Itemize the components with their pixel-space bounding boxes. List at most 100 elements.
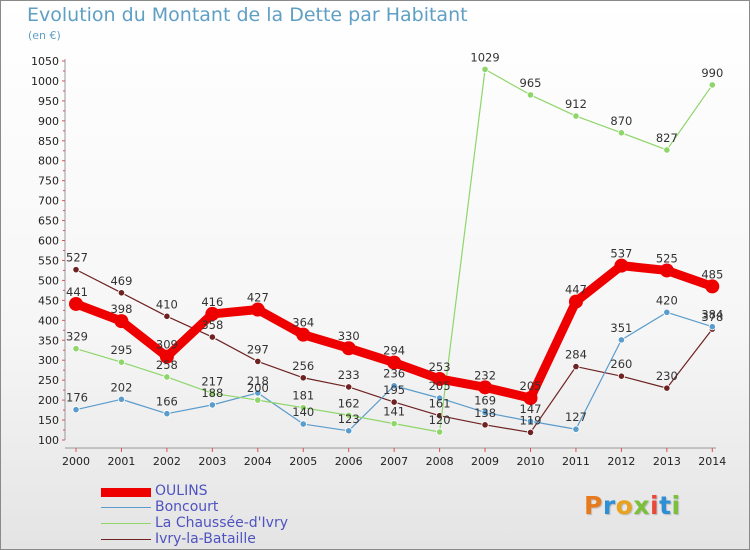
data-label-boncourt: 188 [201, 386, 223, 400]
data-label-la-chauss-e-d-ivry: 120 [429, 413, 451, 427]
data-label-la-chauss-e-d-ivry: 870 [610, 114, 632, 128]
data-label-ivry-la-bataille: 230 [656, 369, 678, 383]
data-label-la-chauss-e-d-ivry: 200 [247, 381, 269, 395]
point-oulins [205, 306, 220, 321]
point-oulins [568, 294, 583, 309]
x-tick-label: 2003 [198, 455, 226, 468]
data-label-boncourt: 140 [292, 405, 314, 419]
data-label-boncourt: 202 [110, 380, 132, 394]
data-label-boncourt: 218 [247, 374, 269, 388]
data-label-oulins: 398 [110, 302, 132, 316]
y-tick-label: 1000 [31, 75, 59, 88]
point-ivry-la-bataille [663, 384, 671, 392]
y-tick-label: 100 [38, 434, 59, 447]
legend-label-la-chaussee: La Chaussée-d'Ivry [155, 515, 288, 531]
y-tick-label: 550 [38, 254, 59, 267]
data-label-la-chauss-e-d-ivry: 162 [338, 396, 360, 410]
logo-letter: i [650, 491, 660, 520]
point-la-chauss-e-d-ivry [708, 81, 716, 89]
point-ivry-la-bataille [617, 372, 626, 380]
point-la-chauss-e-d-ivry [572, 112, 580, 120]
legend-swatch-la-chaussee [101, 523, 151, 524]
point-boncourt [163, 410, 171, 418]
data-label-boncourt: 236 [383, 367, 405, 381]
point-la-chauss-e-d-ivry [390, 420, 398, 428]
point-la-chauss-e-d-ivry [117, 358, 126, 366]
data-label-boncourt: 351 [610, 321, 632, 335]
legend-swatch-oulins [101, 488, 151, 497]
logo-letter: o [615, 491, 634, 520]
x-tick-label: 2014 [698, 455, 726, 468]
point-boncourt [117, 395, 126, 403]
x-tick-label: 2009 [471, 455, 499, 468]
point-la-chauss-e-d-ivry [299, 404, 307, 412]
data-label-oulins: 253 [429, 360, 451, 374]
point-ivry-la-bataille [390, 398, 398, 406]
data-label-la-chauss-e-d-ivry: 1029 [470, 50, 499, 64]
data-label-ivry-la-bataille: 260 [610, 357, 632, 371]
y-tick-label: 850 [38, 135, 59, 148]
data-label-la-chauss-e-d-ivry: 965 [520, 76, 542, 90]
point-boncourt [72, 406, 80, 414]
data-label-oulins: 364 [292, 316, 314, 330]
y-tick-label: 600 [38, 235, 59, 248]
point-ivry-la-bataille [526, 428, 535, 437]
y-tick-label: 450 [38, 294, 59, 307]
point-ivry-la-bataille [208, 333, 216, 341]
point-ivry-la-bataille [254, 357, 262, 366]
point-ivry-la-bataille [163, 312, 171, 320]
data-label-la-chauss-e-d-ivry: 295 [110, 343, 132, 357]
data-label-la-chauss-e-d-ivry: 141 [383, 405, 405, 419]
point-oulins [659, 263, 674, 278]
legend-swatch-ivry [101, 539, 151, 540]
y-tick-label: 1050 [31, 55, 59, 68]
data-label-ivry-la-bataille: 469 [110, 274, 132, 288]
y-tick-label: 750 [38, 175, 59, 188]
point-ivry-la-bataille [481, 421, 489, 429]
point-oulins [705, 279, 720, 294]
data-label-oulins: 232 [474, 368, 496, 382]
y-tick-label: 150 [38, 414, 59, 427]
data-label-ivry-la-bataille: 138 [474, 406, 496, 420]
point-la-chauss-e-d-ivry [254, 396, 262, 404]
point-la-chauss-e-d-ivry [435, 428, 444, 436]
point-oulins [69, 296, 83, 311]
data-label-oulins: 485 [701, 267, 723, 281]
point-la-chauss-e-d-ivry [481, 65, 489, 73]
series-layer [69, 65, 720, 437]
data-label-oulins: 205 [520, 379, 542, 393]
y-tick-label: 350 [38, 334, 59, 347]
y-tick-label: 500 [38, 274, 59, 287]
x-tick-label: 2004 [244, 455, 272, 468]
x-tick-label: 2001 [107, 455, 135, 468]
data-label-oulins: 330 [338, 329, 360, 343]
data-label-ivry-la-bataille: 195 [383, 383, 405, 397]
chart-title: Evolution du Montant de la Dette par Hab… [27, 4, 468, 26]
data-label-oulins: 416 [201, 295, 223, 309]
data-label-ivry-la-bataille: 297 [247, 342, 269, 356]
data-label-oulins: 441 [66, 285, 88, 299]
legend-swatch-boncourt [101, 507, 151, 508]
proxiti-logo: Proxiti [584, 491, 681, 520]
point-la-chauss-e-d-ivry [526, 91, 535, 99]
x-tick-label: 2010 [517, 455, 545, 468]
data-label-ivry-la-bataille: 284 [565, 348, 587, 362]
point-la-chauss-e-d-ivry [345, 411, 353, 419]
x-tick-label: 2000 [62, 455, 90, 468]
data-label-la-chauss-e-d-ivry: 217 [201, 374, 223, 388]
point-oulins [478, 380, 493, 395]
data-label-la-chauss-e-d-ivry: 827 [656, 131, 678, 145]
x-tick-label: 2013 [653, 455, 681, 468]
point-boncourt [435, 394, 444, 402]
point-ivry-la-bataille [72, 266, 80, 274]
point-la-chauss-e-d-ivry [163, 373, 171, 381]
data-label-ivry-la-bataille: 378 [701, 310, 723, 324]
y-tick-label: 700 [38, 195, 59, 208]
x-tick-label: 2012 [607, 455, 635, 468]
point-boncourt [572, 425, 580, 433]
point-boncourt [481, 408, 489, 417]
y-tick-label: 900 [38, 115, 59, 128]
data-label-boncourt: 420 [656, 293, 678, 307]
point-ivry-la-bataille [345, 383, 353, 391]
data-label-oulins: 525 [656, 251, 678, 265]
